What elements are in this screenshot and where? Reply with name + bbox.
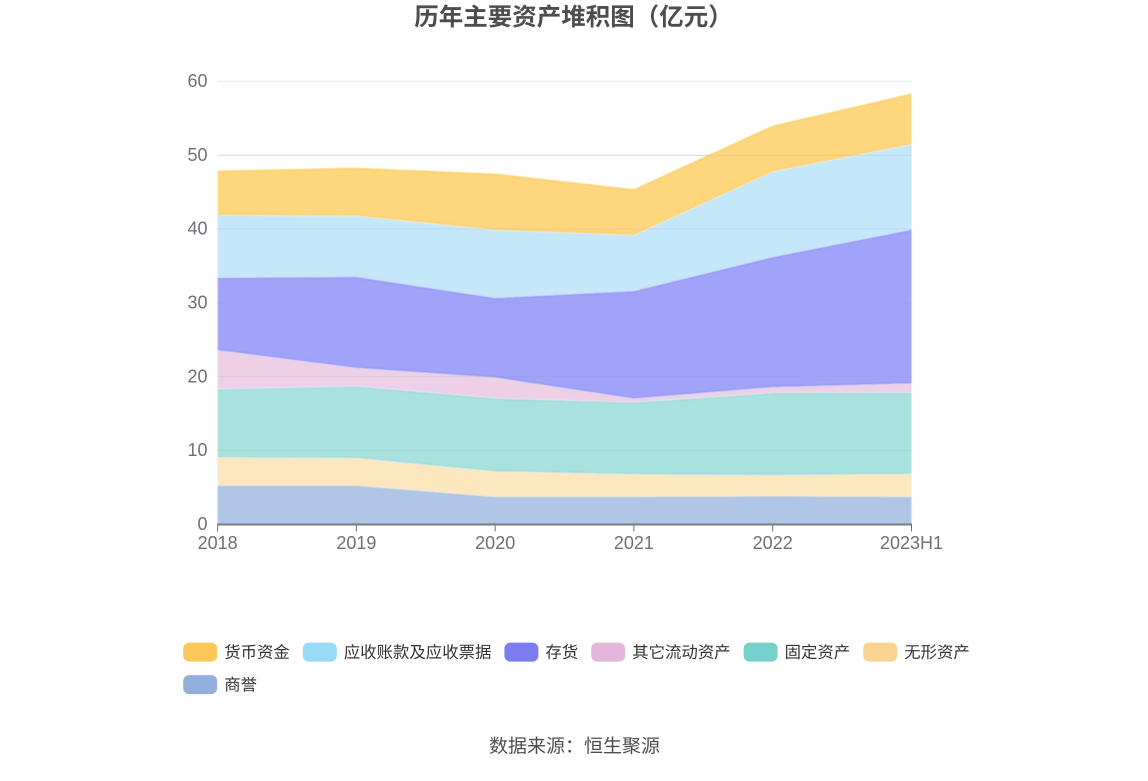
svg-text:20: 20 bbox=[187, 366, 207, 386]
svg-text:2018: 2018 bbox=[198, 533, 238, 553]
svg-text:0: 0 bbox=[197, 514, 207, 534]
svg-text:2021: 2021 bbox=[614, 533, 654, 553]
svg-text:10: 10 bbox=[187, 440, 207, 460]
svg-text:2019: 2019 bbox=[336, 533, 376, 553]
svg-text:2023H1: 2023H1 bbox=[880, 533, 943, 553]
svg-text:60: 60 bbox=[187, 71, 207, 91]
svg-text:50: 50 bbox=[187, 145, 207, 165]
svg-text:30: 30 bbox=[187, 293, 207, 313]
svg-text:40: 40 bbox=[187, 219, 207, 239]
svg-text:2020: 2020 bbox=[475, 533, 515, 553]
svg-text:2022: 2022 bbox=[753, 533, 793, 553]
